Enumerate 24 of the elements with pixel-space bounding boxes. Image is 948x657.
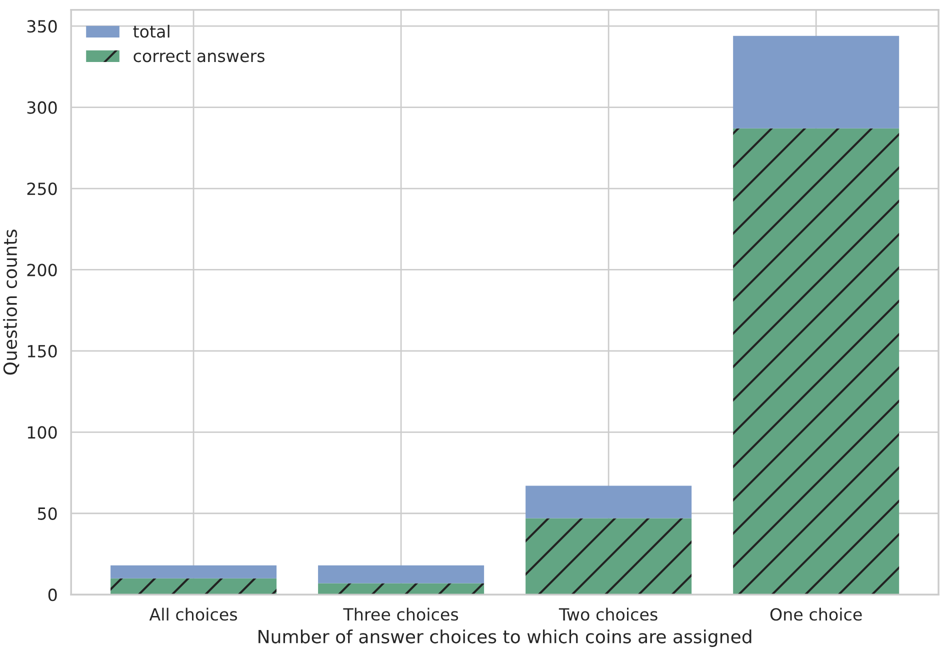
x-tick-label: Two choices: [558, 608, 658, 621]
bar: [733, 36, 900, 128]
bar: [110, 578, 277, 595]
x-axis-title: Number of answer choices to which coins are assigned: [258, 629, 752, 647]
bar: [110, 565, 277, 578]
y-tick-label: 150: [28, 344, 57, 358]
x-tick-label: One choice: [770, 608, 862, 621]
x-tick-label: All choices: [149, 608, 238, 621]
bar: [526, 518, 692, 595]
y-tick-label: 0: [48, 588, 57, 602]
bar: [318, 565, 484, 584]
y-tick-label: 350: [27, 20, 57, 33]
x-tick-label: Three choices: [343, 608, 458, 621]
legend-label: total: [133, 24, 170, 38]
y-tick-label: 100: [28, 426, 57, 439]
y-axis-title: Question counts: [3, 230, 20, 375]
y-tick-label: 50: [38, 507, 57, 520]
bar: [318, 583, 484, 595]
y-tick-label: 250: [27, 182, 57, 196]
y-tick-label: 300: [27, 101, 57, 114]
y-tick-label: 200: [27, 264, 57, 276]
bar: [733, 128, 900, 595]
bar: [526, 486, 692, 518]
legend-label: correct answers: [134, 50, 264, 62]
